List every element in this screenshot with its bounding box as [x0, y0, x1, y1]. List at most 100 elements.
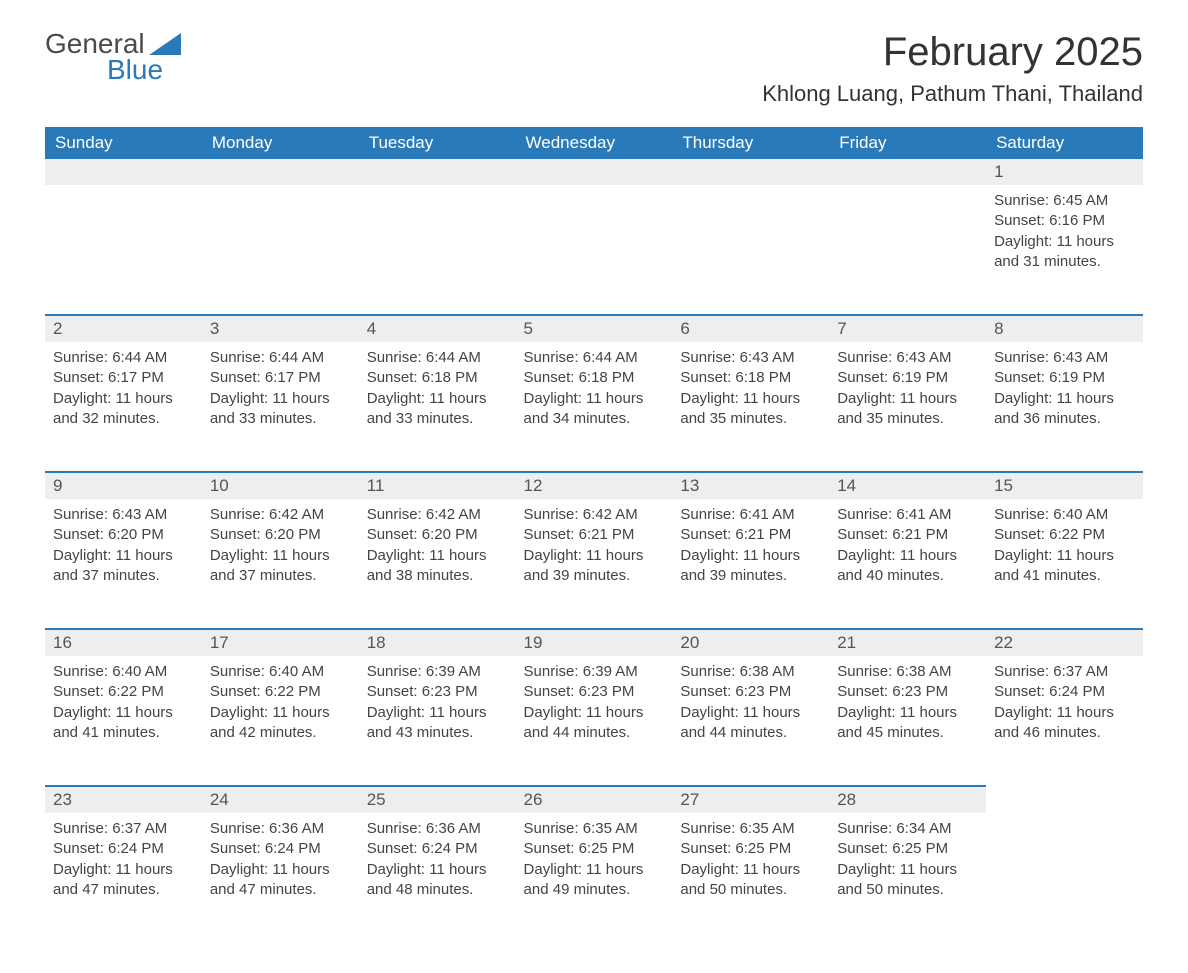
- sunset-line: Sunset: 6:23 PM: [524, 682, 665, 702]
- day-cell: Sunrise: 6:39 AMSunset: 6:23 PMDaylight:…: [359, 656, 516, 786]
- day-number-cell: 19: [516, 629, 673, 656]
- day-number-cell: 26: [516, 786, 673, 813]
- day-number-cell: 18: [359, 629, 516, 656]
- weekday-header-row: SundayMondayTuesdayWednesdayThursdayFrid…: [45, 127, 1143, 159]
- sunrise-line: Sunrise: 6:43 AM: [680, 348, 821, 368]
- sunset-line: Sunset: 6:20 PM: [367, 525, 508, 545]
- day-cell: [516, 185, 673, 315]
- day-cell: Sunrise: 6:44 AMSunset: 6:18 PMDaylight:…: [516, 342, 673, 472]
- daylight-line: Daylight: 11 hours and 47 minutes.: [53, 860, 194, 901]
- weekday-header: Saturday: [986, 127, 1143, 159]
- sunrise-line: Sunrise: 6:44 AM: [524, 348, 665, 368]
- day-content: Sunrise: 6:42 AMSunset: 6:21 PMDaylight:…: [516, 499, 673, 602]
- day-cell: Sunrise: 6:37 AMSunset: 6:24 PMDaylight:…: [986, 656, 1143, 786]
- sunrise-line: Sunrise: 6:42 AM: [524, 505, 665, 525]
- sunrise-line: Sunrise: 6:45 AM: [994, 191, 1135, 211]
- daylight-line: Daylight: 11 hours and 41 minutes.: [994, 546, 1135, 587]
- day-cell: Sunrise: 6:44 AMSunset: 6:17 PMDaylight:…: [45, 342, 202, 472]
- day-cell: Sunrise: 6:41 AMSunset: 6:21 PMDaylight:…: [672, 499, 829, 629]
- day-content: Sunrise: 6:43 AMSunset: 6:19 PMDaylight:…: [986, 342, 1143, 445]
- day-number-cell: [672, 159, 829, 185]
- day-cell: Sunrise: 6:42 AMSunset: 6:21 PMDaylight:…: [516, 499, 673, 629]
- sunset-line: Sunset: 6:22 PM: [210, 682, 351, 702]
- day-number-cell: 20: [672, 629, 829, 656]
- day-number-cell: 13: [672, 472, 829, 499]
- sunset-line: Sunset: 6:21 PM: [837, 525, 978, 545]
- daylight-line: Daylight: 11 hours and 31 minutes.: [994, 232, 1135, 273]
- weekday-header: Tuesday: [359, 127, 516, 159]
- day-cell: Sunrise: 6:40 AMSunset: 6:22 PMDaylight:…: [45, 656, 202, 786]
- sunset-line: Sunset: 6:25 PM: [680, 839, 821, 859]
- weekday-header: Sunday: [45, 127, 202, 159]
- sunset-line: Sunset: 6:22 PM: [53, 682, 194, 702]
- day-cell: [986, 813, 1143, 943]
- day-cell: Sunrise: 6:38 AMSunset: 6:23 PMDaylight:…: [829, 656, 986, 786]
- sunrise-line: Sunrise: 6:35 AM: [524, 819, 665, 839]
- sunset-line: Sunset: 6:23 PM: [367, 682, 508, 702]
- sunset-line: Sunset: 6:17 PM: [210, 368, 351, 388]
- daylight-line: Daylight: 11 hours and 35 minutes.: [837, 389, 978, 430]
- day-content: Sunrise: 6:38 AMSunset: 6:23 PMDaylight:…: [672, 656, 829, 759]
- sunrise-line: Sunrise: 6:40 AM: [210, 662, 351, 682]
- day-cell: Sunrise: 6:40 AMSunset: 6:22 PMDaylight:…: [986, 499, 1143, 629]
- day-content: Sunrise: 6:34 AMSunset: 6:25 PMDaylight:…: [829, 813, 986, 916]
- day-content: Sunrise: 6:36 AMSunset: 6:24 PMDaylight:…: [359, 813, 516, 916]
- daylight-line: Daylight: 11 hours and 45 minutes.: [837, 703, 978, 744]
- day-content: Sunrise: 6:41 AMSunset: 6:21 PMDaylight:…: [829, 499, 986, 602]
- daylight-line: Daylight: 11 hours and 34 minutes.: [524, 389, 665, 430]
- daylight-line: Daylight: 11 hours and 47 minutes.: [210, 860, 351, 901]
- daylight-line: Daylight: 11 hours and 48 minutes.: [367, 860, 508, 901]
- day-content: Sunrise: 6:39 AMSunset: 6:23 PMDaylight:…: [516, 656, 673, 759]
- sunset-line: Sunset: 6:18 PM: [680, 368, 821, 388]
- day-content: Sunrise: 6:37 AMSunset: 6:24 PMDaylight:…: [45, 813, 202, 916]
- weekday-header: Thursday: [672, 127, 829, 159]
- day-content-row: Sunrise: 6:40 AMSunset: 6:22 PMDaylight:…: [45, 656, 1143, 786]
- day-content-row: Sunrise: 6:43 AMSunset: 6:20 PMDaylight:…: [45, 499, 1143, 629]
- day-number-cell: 21: [829, 629, 986, 656]
- day-number-cell: 11: [359, 472, 516, 499]
- day-content: Sunrise: 6:35 AMSunset: 6:25 PMDaylight:…: [516, 813, 673, 916]
- day-number-cell: 3: [202, 315, 359, 342]
- day-content: Sunrise: 6:36 AMSunset: 6:24 PMDaylight:…: [202, 813, 359, 916]
- sunset-line: Sunset: 6:23 PM: [680, 682, 821, 702]
- sunset-line: Sunset: 6:19 PM: [994, 368, 1135, 388]
- daylight-line: Daylight: 11 hours and 37 minutes.: [53, 546, 194, 587]
- sunset-line: Sunset: 6:18 PM: [524, 368, 665, 388]
- day-number-row: 1: [45, 159, 1143, 185]
- day-number-cell: 16: [45, 629, 202, 656]
- daylight-line: Daylight: 11 hours and 50 minutes.: [680, 860, 821, 901]
- day-content-row: Sunrise: 6:44 AMSunset: 6:17 PMDaylight:…: [45, 342, 1143, 472]
- day-number-cell: [829, 159, 986, 185]
- sunrise-line: Sunrise: 6:42 AM: [210, 505, 351, 525]
- sunset-line: Sunset: 6:24 PM: [210, 839, 351, 859]
- sunset-line: Sunset: 6:25 PM: [837, 839, 978, 859]
- day-cell: Sunrise: 6:36 AMSunset: 6:24 PMDaylight:…: [359, 813, 516, 943]
- weekday-header: Monday: [202, 127, 359, 159]
- day-content: Sunrise: 6:42 AMSunset: 6:20 PMDaylight:…: [202, 499, 359, 602]
- day-cell: Sunrise: 6:44 AMSunset: 6:18 PMDaylight:…: [359, 342, 516, 472]
- day-cell: [202, 185, 359, 315]
- day-number-cell: 4: [359, 315, 516, 342]
- daylight-line: Daylight: 11 hours and 39 minutes.: [680, 546, 821, 587]
- day-content-row: Sunrise: 6:37 AMSunset: 6:24 PMDaylight:…: [45, 813, 1143, 943]
- sunset-line: Sunset: 6:21 PM: [680, 525, 821, 545]
- day-number-row: 16171819202122: [45, 629, 1143, 656]
- day-cell: Sunrise: 6:37 AMSunset: 6:24 PMDaylight:…: [45, 813, 202, 943]
- brand-text-bottom: Blue: [45, 56, 181, 84]
- sunset-line: Sunset: 6:20 PM: [210, 525, 351, 545]
- day-number-cell: 14: [829, 472, 986, 499]
- day-cell: Sunrise: 6:38 AMSunset: 6:23 PMDaylight:…: [672, 656, 829, 786]
- day-content: Sunrise: 6:38 AMSunset: 6:23 PMDaylight:…: [829, 656, 986, 759]
- daylight-line: Daylight: 11 hours and 33 minutes.: [367, 389, 508, 430]
- daylight-line: Daylight: 11 hours and 49 minutes.: [524, 860, 665, 901]
- sunrise-line: Sunrise: 6:43 AM: [994, 348, 1135, 368]
- sunrise-line: Sunrise: 6:44 AM: [53, 348, 194, 368]
- daylight-line: Daylight: 11 hours and 37 minutes.: [210, 546, 351, 587]
- daylight-line: Daylight: 11 hours and 38 minutes.: [367, 546, 508, 587]
- sunset-line: Sunset: 6:16 PM: [994, 211, 1135, 231]
- daylight-line: Daylight: 11 hours and 44 minutes.: [680, 703, 821, 744]
- sunrise-line: Sunrise: 6:44 AM: [210, 348, 351, 368]
- day-content: Sunrise: 6:39 AMSunset: 6:23 PMDaylight:…: [359, 656, 516, 759]
- day-cell: Sunrise: 6:35 AMSunset: 6:25 PMDaylight:…: [672, 813, 829, 943]
- sunset-line: Sunset: 6:19 PM: [837, 368, 978, 388]
